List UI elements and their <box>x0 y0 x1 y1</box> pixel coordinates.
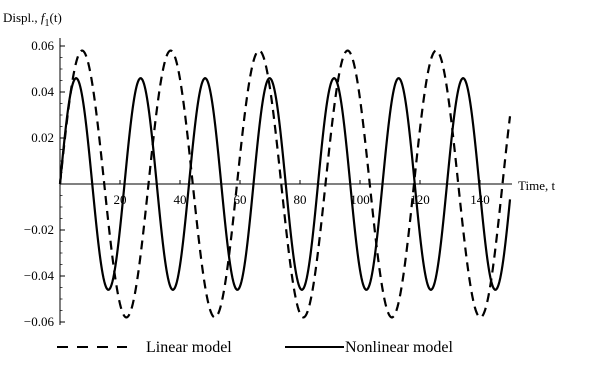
legend: Linear model Nonlinear model <box>57 339 454 356</box>
linear-model-line <box>58 49 512 319</box>
y-axis-title: Displ., f1(t) <box>3 10 62 29</box>
legend-linear-label: Linear model <box>146 339 232 356</box>
y-tick-label: 0.06 <box>31 38 54 53</box>
ticks-layer: 20 40 60 80 100 120 1400.060.040.02−0.02−0.04−… <box>24 38 490 329</box>
series-layer <box>58 49 512 319</box>
y-tick-label: 0.02 <box>31 130 54 145</box>
x-tick-label: 80 <box>294 192 307 207</box>
y-tick-label: −0.04 <box>24 268 55 283</box>
nonlinear-model-line <box>58 77 512 291</box>
y-tick-label: −0.02 <box>24 222 54 237</box>
y-tick-label: 0.04 <box>31 84 54 99</box>
x-axis-title: Time, t <box>518 178 555 193</box>
y-tick-label: −0.06 <box>24 314 55 329</box>
x-tick-label: 40 <box>174 192 187 207</box>
x-tick-label: 100 <box>350 192 370 207</box>
x-tick-label: 60 <box>234 192 247 207</box>
legend-nonlinear-label: Nonlinear model <box>345 339 454 356</box>
